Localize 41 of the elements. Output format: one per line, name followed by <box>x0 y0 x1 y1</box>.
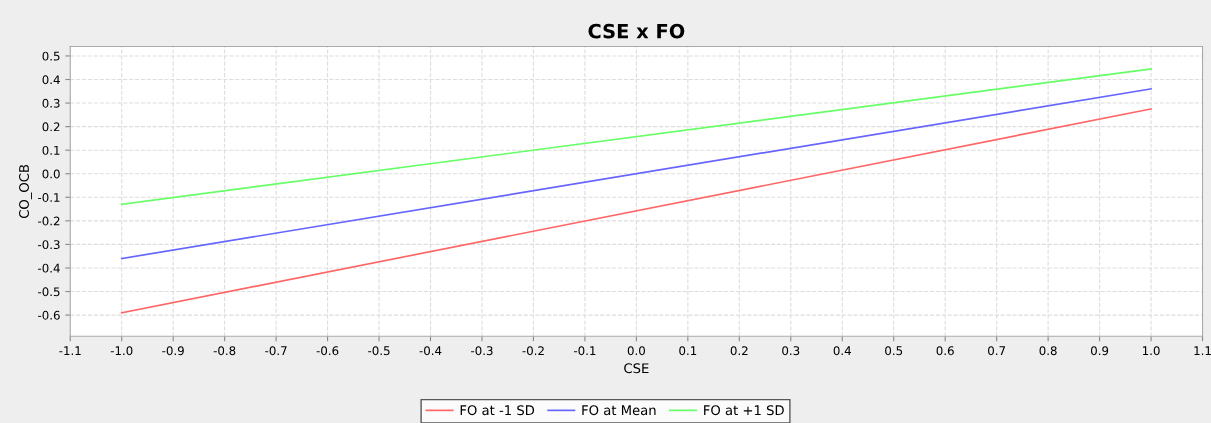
y-tick-label: 0.1 <box>42 145 60 155</box>
legend-label: FO at Mean <box>582 405 656 416</box>
x-axis-title: CSE <box>624 363 649 374</box>
y-tick-label: -0.4 <box>38 263 60 273</box>
x-tick-label: 0.3 <box>782 346 800 356</box>
y-axis-title: CO_OCB <box>19 164 32 219</box>
x-tick-label: 1.0 <box>1142 346 1160 356</box>
x-tick-label: -0.5 <box>368 346 390 356</box>
x-tick-label: -0.6 <box>316 346 339 356</box>
x-tick-label: -1.0 <box>110 346 133 356</box>
x-tick-label: -0.3 <box>471 346 493 356</box>
x-tick-label: -0.9 <box>162 346 184 356</box>
legend-label: FO at -1 SD <box>460 405 535 416</box>
x-tick-label: -0.8 <box>213 346 236 356</box>
x-tick-label: -0.7 <box>265 346 287 356</box>
y-tick-label: -0.2 <box>38 216 60 226</box>
x-tick-label: 0.4 <box>833 346 851 356</box>
y-tick-label: 0.3 <box>42 98 60 108</box>
y-tick-label: 0.5 <box>42 51 60 61</box>
y-tick-label: 0.4 <box>42 75 60 85</box>
y-tick-label: -0.6 <box>38 310 60 320</box>
x-tick-label: 0.5 <box>885 346 903 356</box>
chart-title: CSE x FO <box>588 23 685 39</box>
y-tick-label: -0.5 <box>38 287 60 297</box>
x-tick-label: 0.0 <box>627 346 645 356</box>
x-tick-label: -0.4 <box>419 346 442 356</box>
x-tick-label: -1.1 <box>59 346 81 355</box>
x-tick-label: 0.6 <box>936 346 954 356</box>
y-tick-label: -0.3 <box>38 240 60 250</box>
x-tick-label: 0.1 <box>679 346 697 356</box>
x-tick-label: 0.2 <box>730 346 748 356</box>
y-tick-label: -0.1 <box>38 193 60 202</box>
x-tick-label: 0.7 <box>988 346 1006 356</box>
x-tick-label: -0.2 <box>522 346 544 356</box>
y-tick-label: 0.2 <box>42 122 60 132</box>
legend-label: FO at +1 SD <box>704 405 784 416</box>
y-tick-label: 0.0 <box>42 169 60 179</box>
x-tick-label: 0.9 <box>1090 346 1109 356</box>
x-tick-label: 1.1 <box>1194 346 1211 355</box>
x-tick-label: 0.8 <box>1039 346 1057 356</box>
x-tick-label: -0.1 <box>573 346 596 356</box>
